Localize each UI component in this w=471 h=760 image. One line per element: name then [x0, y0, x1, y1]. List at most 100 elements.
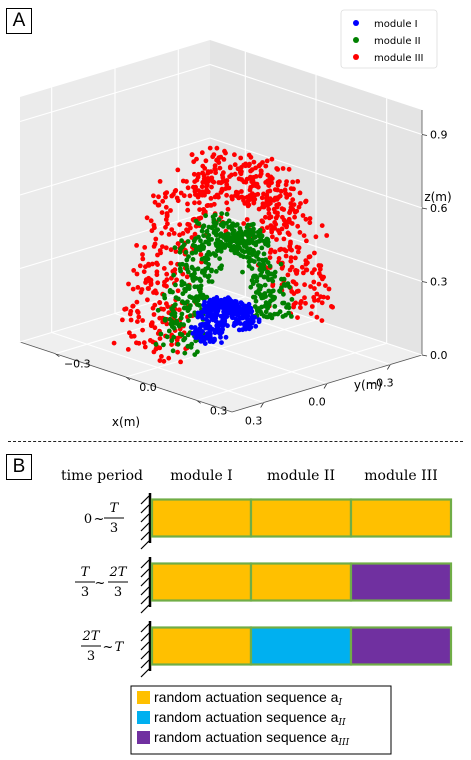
data-point	[164, 271, 170, 277]
data-point	[157, 336, 163, 341]
data-point	[164, 321, 170, 327]
data-point	[244, 325, 250, 331]
data-point	[319, 300, 325, 306]
data-point	[161, 266, 167, 271]
data-point	[241, 162, 247, 168]
data-point	[288, 258, 294, 264]
data-point	[253, 298, 259, 304]
data-point	[217, 256, 223, 261]
data-point	[198, 252, 204, 257]
data-point	[288, 246, 293, 252]
data-point	[111, 340, 117, 346]
data-point	[262, 294, 267, 299]
data-point	[270, 234, 275, 240]
data-point	[214, 145, 220, 151]
data-point	[212, 311, 217, 317]
scatter-points	[111, 145, 335, 365]
period-text: ~	[95, 576, 106, 591]
data-point	[149, 228, 155, 234]
data-point	[174, 195, 180, 201]
z-tick	[421, 354, 428, 357]
data-point	[247, 187, 253, 193]
data-point	[203, 213, 209, 219]
data-point	[206, 273, 212, 279]
data-point	[210, 178, 215, 184]
data-point	[253, 183, 259, 189]
legend-subscript: II	[337, 718, 346, 728]
y-tick-label: −0.3	[64, 358, 91, 371]
data-point	[154, 272, 160, 278]
data-point	[160, 198, 166, 204]
data-point	[176, 323, 182, 329]
data-point	[175, 341, 181, 347]
data-point	[287, 192, 293, 198]
data-point	[296, 245, 302, 251]
data-point	[169, 342, 175, 347]
data-point	[259, 245, 265, 251]
data-point	[224, 232, 230, 238]
data-point	[277, 289, 283, 294]
data-point	[164, 190, 170, 196]
data-point	[283, 253, 289, 259]
data-point	[252, 314, 258, 320]
y-tick-label: 0.0	[139, 381, 157, 394]
data-point	[326, 286, 332, 292]
data-point	[164, 334, 170, 340]
data-point	[215, 308, 221, 314]
data-point	[234, 235, 240, 240]
data-point	[267, 188, 273, 194]
data-point	[153, 341, 159, 347]
wall-hatch	[140, 559, 150, 569]
data-point	[311, 295, 317, 300]
data-point	[292, 214, 297, 220]
data-point	[184, 274, 190, 280]
data-point	[316, 263, 322, 268]
data-point	[181, 193, 187, 199]
data-point	[284, 179, 289, 185]
data-point	[265, 203, 271, 208]
data-point	[159, 210, 165, 216]
period-label: 2T 3 ~ T	[81, 629, 125, 664]
data-point	[240, 315, 246, 321]
data-point	[197, 207, 203, 213]
data-point	[270, 296, 276, 302]
data-point	[303, 258, 309, 263]
period-text: 0	[84, 512, 92, 527]
data-point	[288, 201, 294, 206]
data-point	[264, 225, 270, 231]
fraction-denominator: 3	[81, 585, 89, 600]
data-point	[196, 287, 202, 292]
data-point	[239, 194, 245, 200]
data-point	[178, 190, 184, 196]
data-point	[201, 223, 207, 229]
data-point	[157, 358, 163, 363]
data-point	[145, 286, 151, 291]
data-point	[184, 227, 189, 233]
data-point	[239, 248, 245, 254]
data-point	[167, 288, 173, 293]
data-point	[294, 270, 300, 276]
data-point	[185, 185, 191, 191]
data-point	[223, 313, 229, 319]
data-point	[214, 192, 220, 198]
data-point	[248, 284, 254, 290]
actuation-cell	[349, 498, 453, 538]
data-point	[284, 219, 290, 225]
data-point	[168, 247, 174, 253]
data-point	[267, 255, 273, 260]
data-point	[163, 194, 168, 200]
data-point	[214, 295, 220, 300]
data-point	[150, 261, 155, 267]
period-label: T 3 ~2T 3	[75, 565, 128, 600]
data-point	[126, 330, 132, 336]
data-point	[219, 211, 225, 217]
data-point	[152, 199, 158, 205]
data-point	[163, 204, 169, 210]
data-point	[134, 299, 140, 305]
fraction-denominator: 3	[110, 521, 118, 536]
data-point	[190, 278, 196, 283]
data-point	[324, 233, 330, 238]
y-tick	[55, 353, 60, 357]
data-point	[181, 300, 187, 306]
data-point	[120, 317, 125, 323]
